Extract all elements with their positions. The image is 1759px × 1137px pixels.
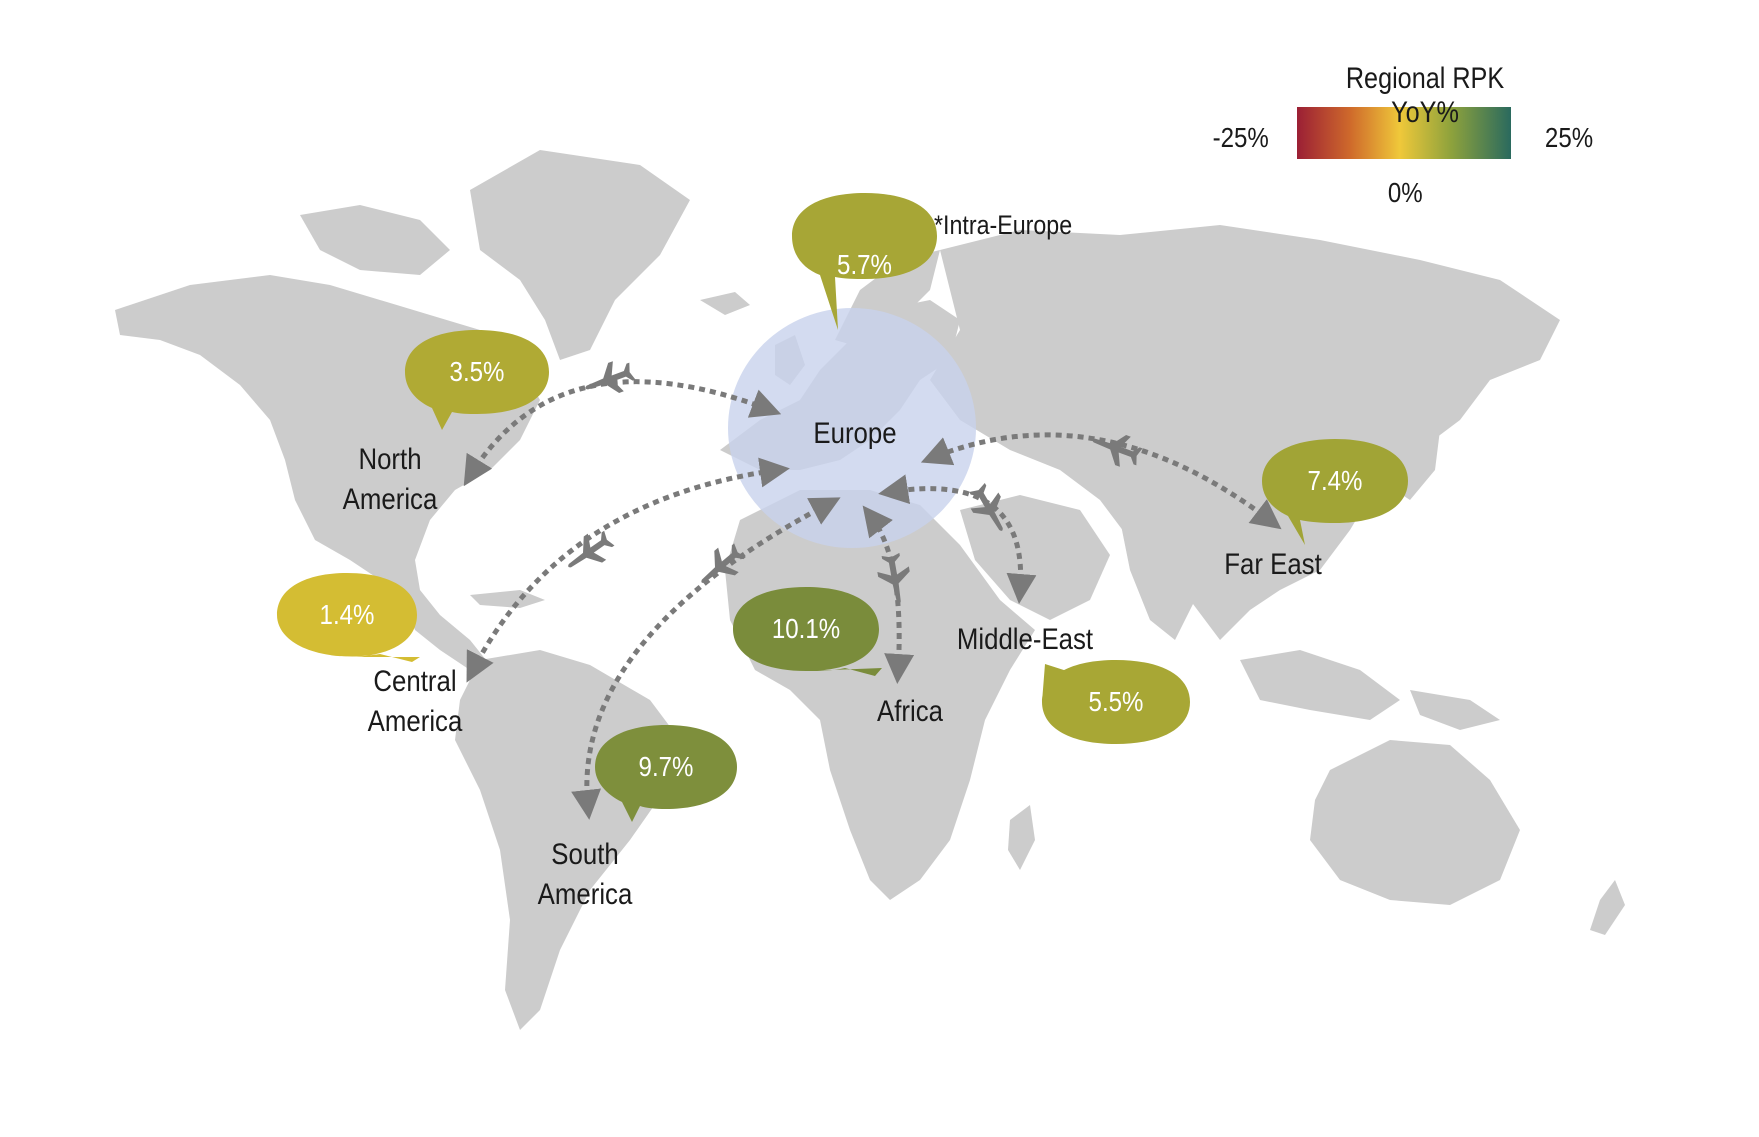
bubble-value-europe: 5.7% xyxy=(837,249,892,280)
region-label-middle-east: Middle-East xyxy=(956,623,1094,656)
value-bubbles xyxy=(277,193,1408,822)
routes xyxy=(463,379,1282,820)
australia xyxy=(1310,740,1520,905)
bubble-africa xyxy=(733,587,882,676)
region-label-far-east: Far East xyxy=(1224,548,1322,581)
bubble-south-america xyxy=(595,725,737,822)
new-guinea xyxy=(1410,690,1500,730)
region-label-central-america: Central America xyxy=(355,662,475,742)
region-label-line: South xyxy=(551,838,619,871)
bubble-value-middle-east: 5.5% xyxy=(1088,686,1144,717)
iceland xyxy=(700,292,750,315)
route-far-east xyxy=(920,432,1282,530)
asia xyxy=(930,225,1560,640)
bubble-value-africa: 10.1% xyxy=(771,613,841,644)
route-south-america xyxy=(571,497,841,820)
bubble-value-south-america: 9.7% xyxy=(638,751,694,782)
caribbean xyxy=(470,590,545,608)
intra-europe-note: *Intra-Europe xyxy=(934,210,1073,240)
bubble-central-america xyxy=(277,573,420,662)
region-label-line: America xyxy=(537,878,633,911)
legend-title: Regional RPK YoY% xyxy=(1345,62,1505,129)
arctic-islands xyxy=(300,205,450,275)
plane-icon xyxy=(579,356,638,404)
legend-mid-label: 0% xyxy=(1387,177,1423,208)
india xyxy=(1120,510,1210,640)
legend-min-label: -25% xyxy=(1212,122,1269,153)
legend-gradient-bar xyxy=(1297,107,1511,159)
southeast-asia xyxy=(1240,650,1400,720)
new-zealand xyxy=(1590,880,1625,935)
region-label-north-america: North America xyxy=(330,440,450,520)
madagascar xyxy=(1008,805,1035,870)
bubble-value-far-east: 7.4% xyxy=(1307,465,1363,496)
north-america xyxy=(115,275,540,615)
bubble-north-america xyxy=(405,330,549,430)
region-label-line: America xyxy=(342,483,438,516)
region-label-south-america: South America xyxy=(525,835,645,915)
legend-max-label: 25% xyxy=(1544,122,1594,153)
region-label-line: Central xyxy=(373,665,457,698)
bubble-far-east xyxy=(1262,439,1408,545)
region-label-europe: Europe xyxy=(813,417,897,450)
region-label-line: North xyxy=(358,443,422,476)
greenland xyxy=(470,150,690,360)
region-label-africa: Africa xyxy=(877,695,943,728)
bubble-value-central-america: 1.4% xyxy=(319,599,375,630)
bubble-middle-east xyxy=(1042,660,1190,744)
bubble-value-north-america: 3.5% xyxy=(449,356,505,387)
route-africa xyxy=(862,505,915,684)
bubble-europe xyxy=(792,193,937,330)
region-label-line: America xyxy=(367,705,463,738)
